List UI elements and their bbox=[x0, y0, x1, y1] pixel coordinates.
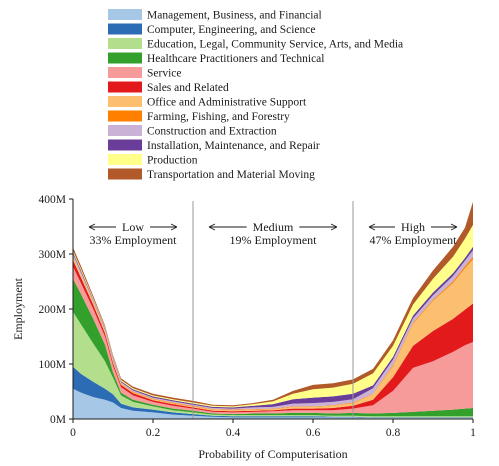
legend-label: Healthcare Practitioners and Technical bbox=[147, 53, 324, 65]
zone-employment-label: 19% Employment bbox=[230, 233, 318, 247]
legend-swatch bbox=[108, 154, 142, 165]
y-tick-label: 100M bbox=[39, 359, 66, 371]
y-tick-label: 200M bbox=[39, 304, 66, 316]
x-axis-title: Probability of Computerisation bbox=[198, 447, 347, 461]
zone-arrowhead bbox=[88, 223, 96, 231]
legend: Management, Business, and Financial Compu… bbox=[108, 9, 403, 181]
legend-swatch bbox=[108, 38, 142, 49]
legend-label: Transportation and Material Moving bbox=[147, 169, 315, 181]
legend-label: Farming, Fishing, and Forestry bbox=[147, 111, 290, 123]
y-axis-title: Employment bbox=[11, 277, 25, 340]
legend-label: Computer, Engineering, and Science bbox=[147, 24, 315, 36]
zone-name: High bbox=[401, 220, 425, 234]
legend-label: Construction and Extraction bbox=[147, 126, 277, 138]
legend-swatch bbox=[108, 52, 142, 64]
legend-label: Service bbox=[147, 68, 181, 80]
zone-arrowhead bbox=[208, 223, 216, 231]
legend-swatch bbox=[108, 23, 142, 35]
x-tick-label: 0.4 bbox=[226, 427, 241, 439]
axes: 0M 100M 200M 300M 400M 0 0.2 0.4 0.6 0.8 1 bbox=[39, 194, 477, 439]
legend-swatch bbox=[108, 168, 142, 180]
zone-name: Low bbox=[122, 220, 144, 234]
y-tick-label: 400M bbox=[39, 194, 66, 206]
zone-arrowhead bbox=[450, 223, 458, 231]
y-tick-label: 0M bbox=[50, 414, 66, 426]
stacked-areas bbox=[73, 201, 473, 419]
x-tick-label: 1 bbox=[470, 427, 476, 439]
legend-swatch bbox=[108, 81, 142, 93]
zone-arrowhead bbox=[368, 223, 376, 231]
legend-swatch bbox=[108, 9, 142, 20]
legend-label: Office and Administrative Support bbox=[147, 97, 307, 109]
y-tick-label: 300M bbox=[39, 249, 66, 261]
x-tick-label: 0 bbox=[70, 427, 76, 439]
legend-label: Installation, Maintenance, and Repair bbox=[147, 140, 320, 152]
legend-label: Production bbox=[147, 155, 198, 167]
legend-swatch bbox=[108, 125, 142, 136]
x-tick-label: 0.8 bbox=[386, 427, 401, 439]
legend-label: Management, Business, and Financial bbox=[147, 10, 322, 22]
legend-swatch bbox=[108, 96, 142, 107]
series-area bbox=[73, 266, 473, 415]
zone-arrowhead bbox=[170, 223, 178, 231]
zone-arrowhead bbox=[330, 223, 338, 231]
legend-swatch bbox=[108, 67, 142, 78]
legend-swatch bbox=[108, 110, 142, 122]
x-tick-label: 0.2 bbox=[146, 427, 161, 439]
zone-name: Medium bbox=[253, 220, 294, 234]
zone-employment-label: 47% Employment bbox=[370, 233, 458, 247]
series-area bbox=[73, 388, 473, 419]
legend-label: Education, Legal, Community Service, Art… bbox=[147, 39, 403, 51]
legend-label: Sales and Related bbox=[147, 82, 229, 94]
x-tick-label: 0.6 bbox=[306, 427, 321, 439]
zone-employment-label: 33% Employment bbox=[90, 233, 178, 247]
legend-swatch bbox=[108, 139, 142, 151]
